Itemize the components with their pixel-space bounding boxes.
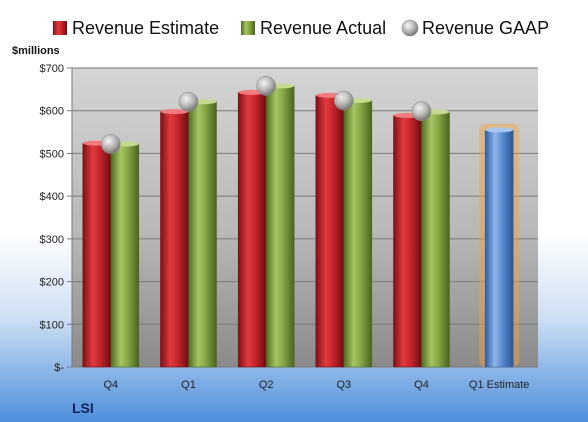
bar-revenue-estimate-q1-estimate (484, 129, 514, 368)
marker-revenue-gaap (256, 76, 276, 96)
y-tick-label: $700 (40, 63, 64, 75)
y-tick-label: $200 (40, 277, 64, 289)
bars (82, 76, 520, 368)
bar-revenue-estimate (82, 142, 112, 368)
bar-top-cap (160, 109, 189, 115)
legend-swatch-revenue-estimate (53, 21, 67, 35)
legend-label: Revenue Actual (260, 18, 386, 38)
y-axis-unit-label: $millions (12, 45, 60, 57)
y-tick-label: $600 (40, 106, 64, 118)
legend-label: Revenue Estimate (72, 18, 219, 38)
marker-revenue-gaap (334, 90, 354, 111)
y-axis-ticks: $- $100 $200 $300 $400 $500 $600 $700 (40, 63, 65, 374)
bar-revenue-estimate (315, 95, 345, 368)
x-tick-label: Q2 (259, 379, 274, 391)
bar-revenue-actual (110, 143, 140, 368)
marker-revenue-gaap (101, 134, 121, 154)
y-tick-label: $300 (40, 234, 64, 246)
bar-revenue-estimate (160, 111, 189, 368)
x-axis-ticks: Q4 Q1 Q2 Q3 Q4 Q1 Estimate (103, 379, 529, 391)
bar-revenue-actual (188, 101, 217, 368)
legend: Revenue Estimate Revenue Actual Revenue GA… (53, 18, 549, 38)
y-tick-label: $400 (40, 191, 64, 203)
bar-top-cap (485, 127, 514, 133)
x-tick-label: Q4 (414, 379, 429, 391)
x-tick-label: Q4 (103, 379, 118, 391)
marker-revenue-gaap (178, 91, 199, 112)
bar-revenue-actual (421, 111, 450, 368)
y-tick-label: $500 (40, 148, 64, 160)
legend-swatch-revenue-gaap (401, 19, 419, 37)
legend-swatch-revenue-actual (241, 21, 255, 35)
x-tick-label: Q1 Estimate (469, 379, 530, 391)
y-tick-label: $- (54, 362, 64, 374)
bar-revenue-estimate (393, 115, 422, 368)
marker-revenue-gaap (411, 101, 432, 121)
bar-revenue-actual (343, 100, 373, 368)
bar-revenue-actual (265, 85, 295, 368)
gridlines (67, 67, 538, 368)
bar-revenue-estimate (237, 92, 267, 368)
y-tick-label: $100 (40, 319, 64, 331)
legend-label: Revenue GAAP (422, 18, 549, 38)
x-tick-label: Q1 (181, 379, 196, 391)
x-tick-label: Q3 (336, 379, 351, 391)
plot-area (72, 68, 538, 367)
company-label: LSI (72, 400, 94, 416)
